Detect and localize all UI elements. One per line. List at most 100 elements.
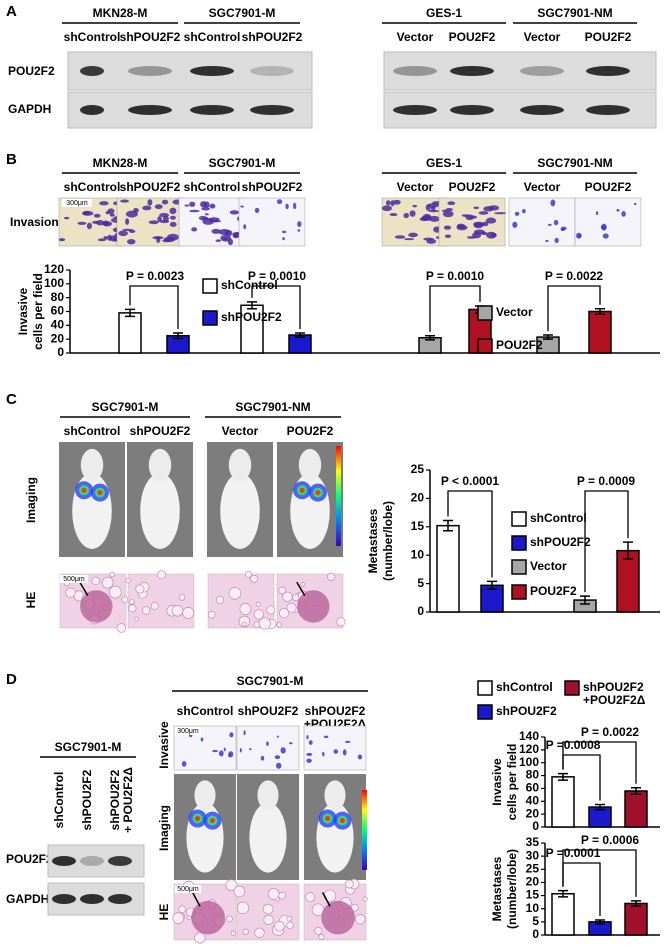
significance-bracket: [562, 741, 637, 784]
mouse-head: [194, 780, 216, 811]
stained-cell: [239, 747, 242, 753]
alveolus: [362, 896, 368, 902]
alveolus: [292, 594, 300, 602]
alveolus: [207, 610, 216, 619]
legend-label: shControl: [496, 680, 553, 694]
alveolus: [215, 595, 225, 605]
stained-cell: [430, 205, 436, 212]
row-label: HE: [24, 592, 38, 609]
bar: [624, 790, 648, 828]
alveolus: [228, 587, 242, 600]
alveolus: [242, 621, 247, 627]
stained-cell: [553, 219, 559, 226]
row-label: Imaging: [157, 805, 171, 851]
stained-cell: [82, 210, 90, 215]
alveolus: [266, 605, 276, 615]
stained-cell: [93, 213, 101, 218]
p-value: P = 0.0010: [248, 269, 306, 283]
p-value: P = 0.0006: [581, 833, 639, 847]
alveolus: [172, 912, 185, 924]
band: [586, 66, 630, 76]
mouse-body: [140, 473, 180, 549]
stained-cell: [297, 221, 302, 227]
group-title: SGC7901-NM: [537, 6, 612, 20]
stained-cell: [281, 230, 287, 234]
stained-cell: [394, 235, 406, 239]
y-axis-label: Invasive: [490, 758, 504, 806]
alveolus: [262, 903, 274, 915]
stained-cell: [260, 755, 265, 761]
stained-cell: [322, 751, 325, 757]
error-bar: [595, 307, 605, 316]
y-tick-label: 100: [44, 276, 64, 290]
bar: [551, 776, 575, 828]
stained-cell: [491, 232, 497, 238]
mouse-head: [298, 448, 322, 482]
stained-cell: [576, 232, 582, 239]
stained-cell: [127, 238, 136, 245]
legend-swatch: [477, 338, 493, 354]
stained-cell: [211, 228, 221, 234]
stained-cell: [212, 749, 218, 753]
y-tick-label: 100: [519, 755, 539, 769]
row-label: Invasive: [157, 721, 171, 769]
y-tick-label: 20: [526, 875, 540, 889]
p-value: P < 0.0001: [441, 474, 499, 488]
stained-cell: [223, 747, 226, 752]
stained-cell: [357, 754, 363, 760]
alveolus: [253, 621, 261, 628]
p-value: P = 0.0009: [577, 474, 635, 488]
legend-swatch: [511, 511, 527, 527]
arrow: [191, 892, 201, 907]
scale-bar: 300μm: [177, 728, 199, 735]
stained-cell: [125, 210, 138, 218]
stained-cell: [120, 199, 130, 203]
stained-cell: [169, 221, 177, 228]
y-tick-label: 120: [519, 742, 539, 756]
p-value: P = 0.0022: [581, 725, 639, 739]
legend-label: Vector: [496, 305, 533, 319]
alveolus: [263, 914, 274, 925]
group-title: SGC7901-M: [92, 400, 159, 414]
stained-cell: [428, 209, 440, 213]
panel-label: B: [6, 151, 17, 168]
lane-label: Vector: [524, 180, 561, 194]
alveolus: [267, 888, 280, 900]
legend-swatch: [477, 305, 493, 321]
stained-cell: [545, 239, 549, 243]
row-label: Imaging: [24, 477, 38, 523]
arrow: [79, 581, 89, 596]
alveolus: [355, 914, 366, 925]
stained-cell: [445, 208, 454, 212]
row-label: GAPDH: [8, 102, 51, 116]
y-axis-label: (number/lobe): [381, 501, 395, 581]
y-tick-label: 80: [526, 768, 540, 782]
lane-label: Vector: [524, 30, 561, 44]
lane-label: POU2F2: [585, 30, 632, 44]
lane-label: POU2F2: [449, 30, 496, 44]
mouse-body: [220, 473, 260, 549]
y-tick-label: 35: [526, 835, 540, 849]
stained-cell: [169, 215, 176, 220]
color-scale: [336, 446, 341, 546]
band: [520, 66, 564, 76]
stained-cell: [97, 238, 106, 242]
stained-cell: [240, 205, 244, 208]
stained-cell: [512, 221, 518, 228]
row-label: GAPDH: [6, 892, 49, 906]
stained-cell: [306, 752, 313, 756]
alveolus: [101, 576, 114, 589]
group-title: SGC7901-M: [237, 674, 304, 688]
stained-cell: [276, 735, 279, 738]
stained-cell: [184, 204, 190, 207]
stained-cell: [466, 236, 477, 239]
group-title: MKN28-M: [93, 6, 148, 20]
p-value: P =0.0001: [546, 846, 601, 860]
lane-label: shControl: [64, 30, 121, 44]
legend-swatch: [202, 278, 218, 294]
alveolus: [178, 594, 186, 601]
stained-cell: [297, 229, 301, 232]
lane-label: shControl: [64, 424, 121, 438]
mouse-body: [249, 802, 287, 873]
